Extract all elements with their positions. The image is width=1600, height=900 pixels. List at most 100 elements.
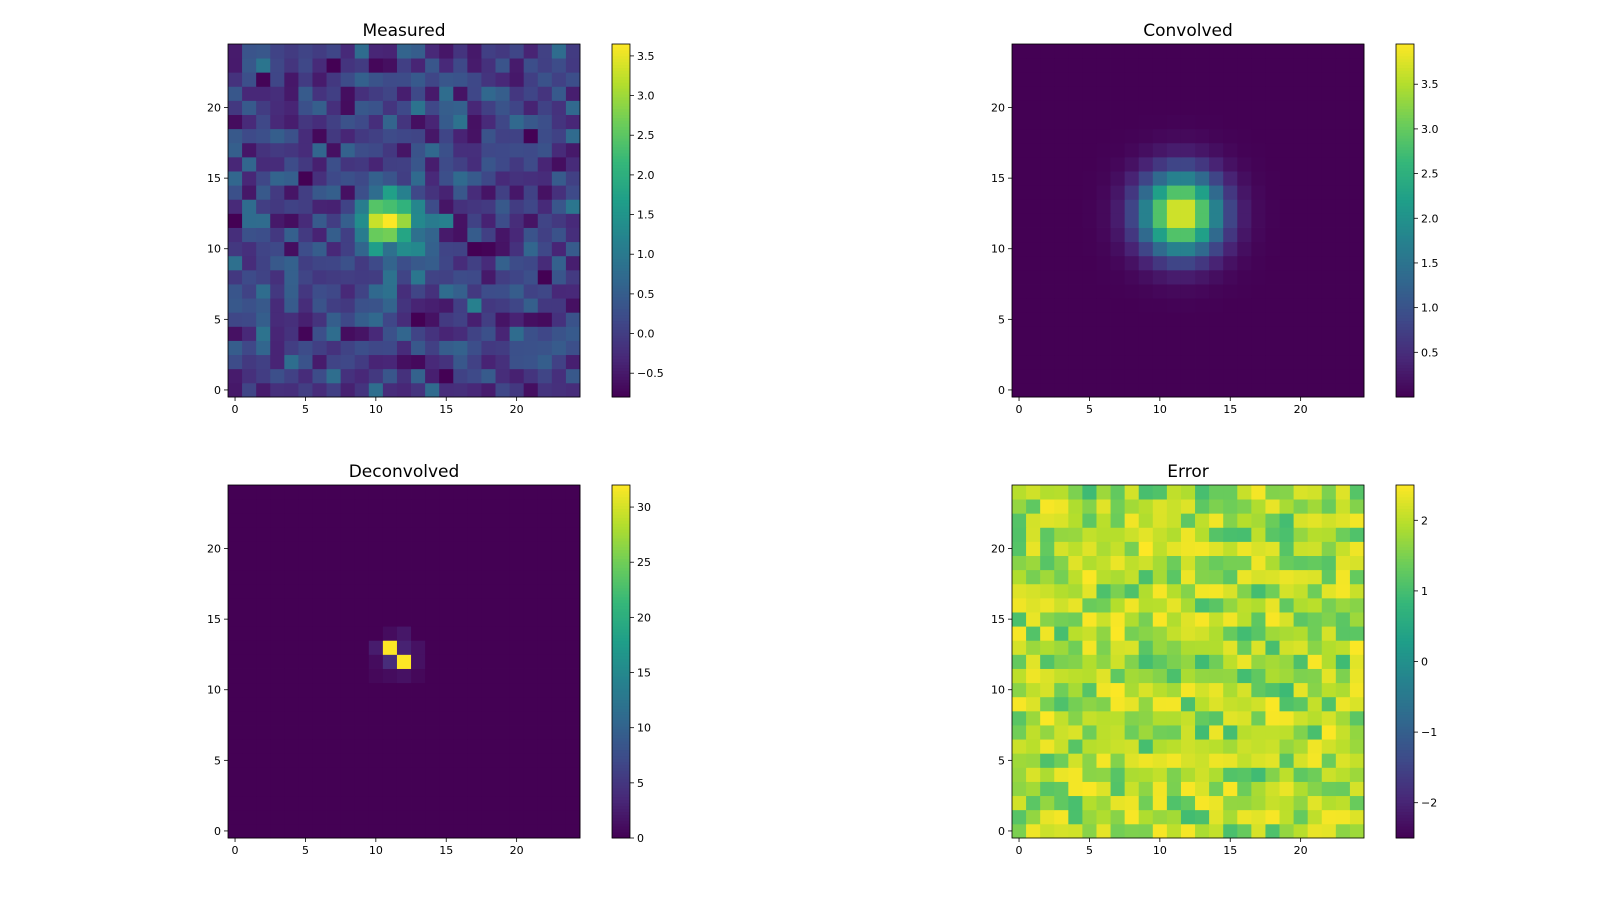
heatmap-cell [242, 199, 257, 214]
heatmap-cell [1349, 142, 1365, 158]
colorbar-segment [612, 388, 630, 392]
colorbar-segment [1396, 555, 1414, 560]
heatmap-cell [1040, 753, 1055, 768]
heatmap-cell [425, 199, 440, 214]
heatmap-cell [228, 171, 243, 186]
heatmap-cell [1040, 527, 1055, 542]
heatmap-cell [537, 710, 553, 726]
heatmap-cell [312, 513, 327, 528]
heatmap-cell [1068, 284, 1083, 299]
heatmap-cell [1293, 368, 1309, 384]
heatmap-cell [382, 527, 398, 542]
heatmap-cell [1012, 767, 1027, 782]
heatmap-cell [1349, 597, 1365, 613]
heatmap-cell [228, 368, 243, 384]
colorbar-segment [612, 493, 630, 498]
heatmap-cell [1349, 284, 1365, 299]
heatmap-cell [453, 654, 468, 669]
heatmap-cell [354, 241, 370, 257]
heatmap-cell [1110, 527, 1126, 542]
heatmap-cell [1209, 326, 1224, 341]
heatmap-cell [1124, 781, 1140, 797]
heatmap-cell [1279, 739, 1294, 754]
heatmap-cell [495, 485, 510, 500]
heatmap-cell [1195, 326, 1210, 341]
heatmap-cell [1096, 640, 1111, 655]
heatmap-cell [1293, 354, 1309, 370]
heatmap-cell [1138, 354, 1154, 370]
heatmap-cell [256, 753, 271, 768]
colorbar-segment [1396, 173, 1414, 177]
colorbar-segment [612, 693, 630, 698]
heatmap-cell [1054, 298, 1069, 313]
heatmap-cell [1195, 171, 1210, 186]
heatmap-cell [411, 640, 426, 655]
heatmap-cell [312, 767, 327, 782]
heatmap-cell [1335, 597, 1351, 613]
heatmap-cell [495, 199, 510, 214]
colorbar-segment [612, 358, 630, 363]
heatmap-cell [1307, 781, 1323, 797]
heatmap-cell [1279, 583, 1294, 599]
heatmap-cells [228, 44, 581, 398]
heatmap-cell [1307, 725, 1323, 740]
heatmap-cell [537, 823, 553, 839]
heatmap-cell [551, 710, 567, 726]
heatmap-cell [354, 312, 370, 327]
heatmap-cell [368, 753, 384, 768]
heatmap-cell [382, 298, 398, 313]
heatmap-cell [1251, 612, 1266, 627]
heatmap-cell [439, 753, 454, 768]
heatmap-cell [1180, 795, 1196, 811]
heatmap-cell [1251, 541, 1266, 556]
colorbar-segment [612, 70, 630, 74]
heatmap-cell [1138, 725, 1154, 740]
heatmap-cell [1209, 269, 1224, 285]
heatmap-cell [565, 185, 581, 200]
heatmap-cell [1026, 823, 1041, 839]
heatmap-cell [382, 326, 398, 341]
heatmap-cell [1180, 185, 1196, 200]
heatmap-cell [1349, 710, 1365, 726]
heatmap-cell [242, 541, 257, 556]
colorbar-segment [1396, 314, 1414, 319]
colorbar-segment [1396, 73, 1414, 77]
heatmap-cell [481, 142, 496, 158]
heatmap-cell [509, 485, 525, 500]
heatmap-cell [1040, 739, 1055, 754]
heatmap-cell [425, 640, 440, 655]
heatmap-cell [425, 781, 440, 797]
heatmap-cell [354, 626, 370, 641]
heatmap-cell [1335, 710, 1351, 726]
heatmap-cell [1040, 823, 1055, 839]
heatmap-cell [1082, 795, 1097, 811]
heatmap-cell [242, 171, 257, 186]
colorbar-segment [612, 223, 630, 227]
heatmap-cell [1110, 725, 1126, 740]
colorbar-segment [612, 149, 630, 154]
heatmap-cell [1166, 86, 1182, 101]
heatmap-cell [1124, 269, 1140, 285]
heatmap-cell [1012, 100, 1027, 115]
y-tick-label: 20 [207, 543, 221, 556]
heatmap-cell [256, 368, 271, 384]
heatmap-cell [523, 72, 539, 87]
heatmap-cell [1321, 767, 1337, 782]
colorbar-segment [1396, 291, 1414, 295]
heatmap-cell [1040, 513, 1055, 528]
heatmap-cell [312, 269, 327, 285]
heatmap-cell [1223, 499, 1238, 514]
heatmap-cell [1307, 583, 1323, 599]
heatmap-cell [256, 312, 271, 327]
heatmap-cell [509, 326, 525, 341]
panel-title: Measured [362, 21, 445, 41]
heatmap-cell [270, 823, 285, 839]
heatmap-cell [1335, 227, 1351, 243]
colorbar-segment [1396, 302, 1414, 307]
heatmap-cell [396, 284, 412, 299]
heatmap-cell [1293, 128, 1309, 144]
colorbar-segment [1396, 529, 1414, 533]
heatmap-cell [551, 185, 567, 200]
colorbar-segment [1396, 676, 1414, 680]
heatmap-cell [284, 612, 299, 627]
